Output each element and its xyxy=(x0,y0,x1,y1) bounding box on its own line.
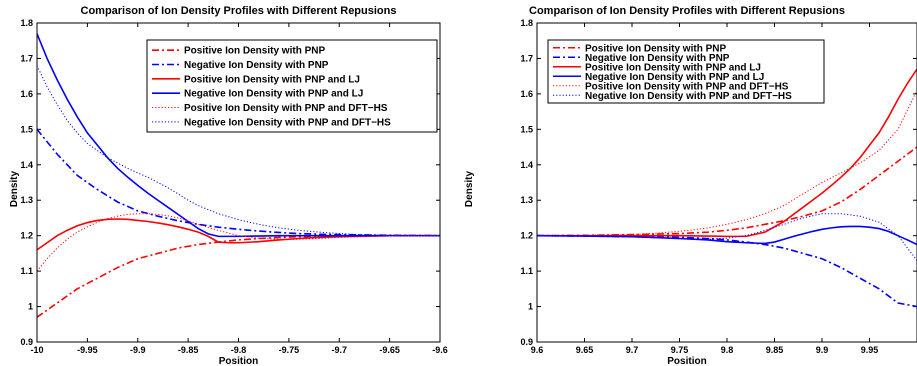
x-tick-label: 9.85 xyxy=(766,345,784,355)
chart-right: Comparison of Ion Density Profiles with … xyxy=(464,5,917,366)
y-tick-label: 1 xyxy=(528,302,533,312)
x-tick-label: -9.65 xyxy=(379,345,400,355)
y-tick-label: 1.3 xyxy=(20,195,33,205)
chart-left-series xyxy=(37,33,440,318)
chart-left-legend: Positive Ion Density with PNP Negative Io… xyxy=(146,39,438,133)
y-tick-label: 1.6 xyxy=(520,89,533,99)
series-line-0 xyxy=(37,234,440,318)
x-tick-label: -9.8 xyxy=(231,345,247,355)
y-tick-label: 1.2 xyxy=(520,231,533,241)
x-tick-label: 9.75 xyxy=(671,345,689,355)
y-tick-label: 1.2 xyxy=(20,231,33,241)
series-line-4 xyxy=(37,213,440,272)
x-tick-label: -9.7 xyxy=(331,345,347,355)
x-tick-label: 9.7 xyxy=(626,345,639,355)
series-line-1 xyxy=(37,128,440,237)
series-line-5 xyxy=(537,213,917,261)
chart-right-title: Comparison of Ion Density Profiles with … xyxy=(529,5,845,17)
chart-right-ticks: 9.6 9.65 9.7 9.75 9.8 9.85 9.9 9.95 0.9 1 1.1 1.2 1.… xyxy=(520,18,917,355)
legend-box xyxy=(547,39,825,104)
y-tick-label: 1.7 xyxy=(520,53,533,63)
x-tick-label: -9.85 xyxy=(178,345,199,355)
x-tick-label: 9.65 xyxy=(576,345,594,355)
y-tick-label: 0.9 xyxy=(20,337,33,347)
y-tick-label: 1.1 xyxy=(520,266,533,276)
legend-entry: Negative Ion Density with PNP and DFT−HS xyxy=(184,117,391,128)
series-line-2 xyxy=(37,218,440,251)
series-line-3 xyxy=(37,33,440,238)
series-line-2 xyxy=(537,68,917,238)
legend-entry: Negative Ion Density with PNP xyxy=(184,60,329,71)
y-tick-label: 1.5 xyxy=(20,124,33,134)
chart-left-xlabel: Position xyxy=(219,356,258,366)
legend-entry: Positive Ion Density with PNP and LJ xyxy=(585,62,761,73)
series-line-0 xyxy=(537,146,917,237)
legend-entry: Negative Ion Density with PNP xyxy=(585,53,730,64)
x-tick-label: 9.8 xyxy=(721,345,734,355)
y-tick-label: 1.6 xyxy=(20,89,33,99)
y-tick-label: 1 xyxy=(28,302,33,312)
chart-right-xlabel: Position xyxy=(667,356,706,366)
x-tick-label: -9.75 xyxy=(279,345,300,355)
y-tick-label: 1.8 xyxy=(520,18,533,28)
y-tick-label: 1.4 xyxy=(520,160,533,170)
series-line-4 xyxy=(537,90,917,237)
chart-left: Comparison of Ion Density Profiles with … xyxy=(9,5,448,366)
y-tick-label: 0.9 xyxy=(520,337,533,347)
y-tick-label: 1.4 xyxy=(20,160,33,170)
y-tick-label: 1.1 xyxy=(20,266,33,276)
legend-entry: Negative Ion Density with PNP and DFT−HS xyxy=(585,91,792,102)
series-line-3 xyxy=(537,225,917,246)
x-tick-label: 9.9 xyxy=(816,345,829,355)
x-tick-label: -9.95 xyxy=(77,345,98,355)
y-tick-label: 1.8 xyxy=(20,18,33,28)
legend-entry: Positive Ion Density with PNP xyxy=(184,46,325,57)
chart-right-series xyxy=(537,68,917,308)
legend-entry: Negative Ion Density with PNP and LJ xyxy=(585,72,764,83)
chart-right-ylabel: Density xyxy=(464,171,475,208)
chart-left-frame xyxy=(36,22,441,343)
x-tick-label: 9.6 xyxy=(531,345,544,355)
x-tick-label: -9.9 xyxy=(130,345,146,355)
chart-left-ylabel: Density xyxy=(9,171,20,208)
x-tick-label: 9.95 xyxy=(861,345,879,355)
chart-left-title: Comparison of Ion Density Profiles with … xyxy=(81,5,397,17)
chart-right-frame xyxy=(536,22,917,343)
legend-entry: Positive Ion Density with PNP and DFT−HS xyxy=(184,103,388,114)
legend-entry: Positive Ion Density with PNP and DFT−HS xyxy=(585,81,789,92)
legend-box xyxy=(146,39,438,133)
series-line-1 xyxy=(537,234,917,308)
legend-entry: Negative Ion Density with PNP and LJ xyxy=(184,89,363,100)
x-tick-label: -9.6 xyxy=(432,345,448,355)
x-tick-label: -10 xyxy=(30,345,43,355)
y-tick-label: 1.7 xyxy=(20,53,33,63)
series-line-5 xyxy=(37,65,440,237)
y-tick-label: 1.5 xyxy=(520,124,533,134)
legend-entry: Positive Ion Density with PNP and LJ xyxy=(184,74,360,85)
y-tick-label: 1.3 xyxy=(520,195,533,205)
legend-entry: Positive Ion Density with PNP xyxy=(585,43,726,54)
